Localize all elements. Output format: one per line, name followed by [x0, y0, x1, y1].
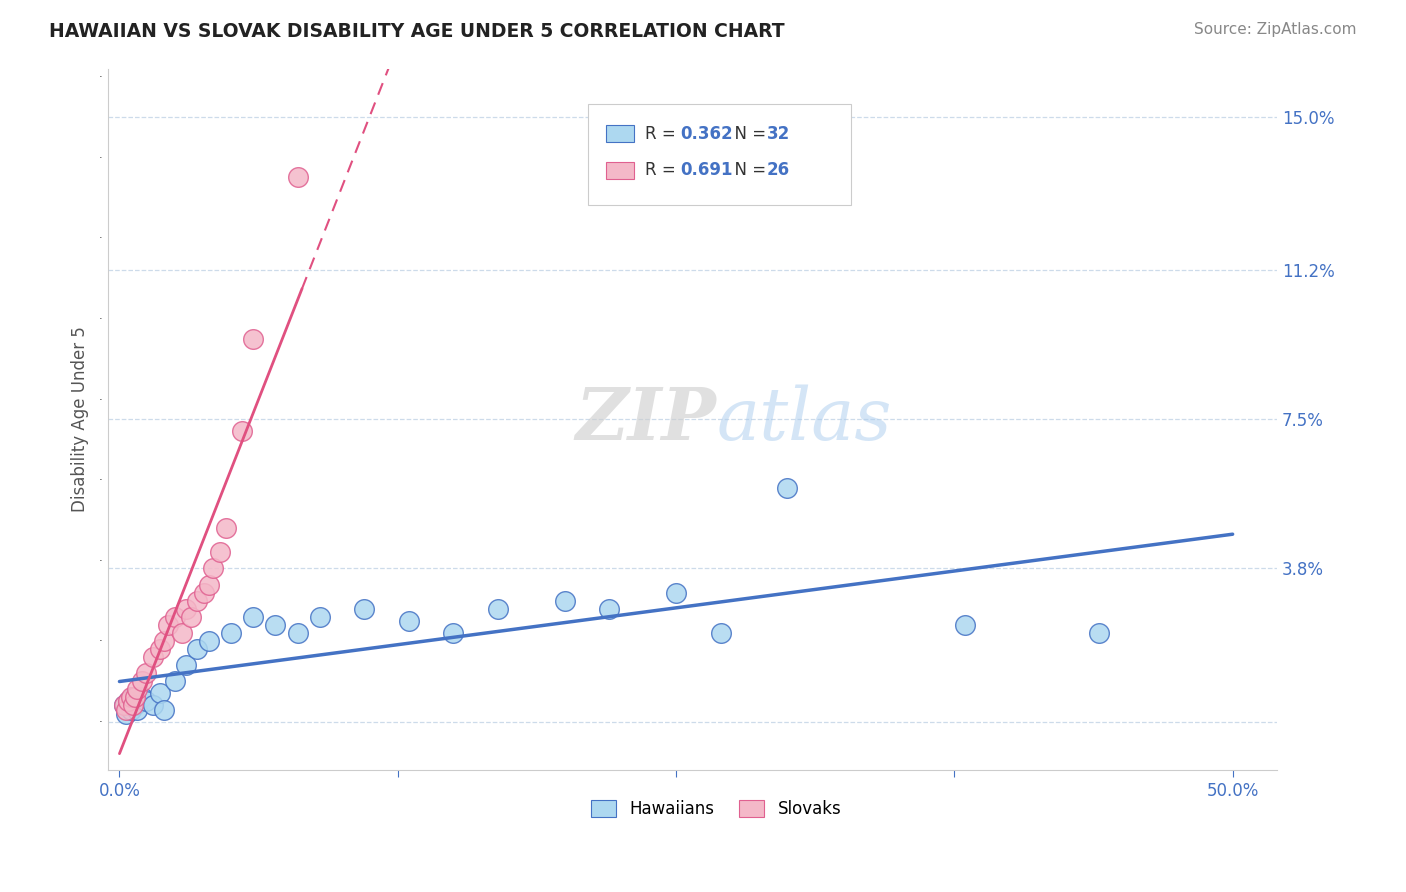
Text: N =: N = — [724, 161, 772, 179]
Text: Source: ZipAtlas.com: Source: ZipAtlas.com — [1194, 22, 1357, 37]
FancyBboxPatch shape — [588, 103, 851, 205]
Point — [1088, 626, 1111, 640]
Point — [165, 609, 187, 624]
Point — [398, 614, 420, 628]
Point — [554, 593, 576, 607]
Point — [242, 609, 264, 624]
Point — [197, 577, 219, 591]
Point — [776, 481, 799, 495]
Point — [201, 561, 224, 575]
Point — [127, 702, 149, 716]
Point — [287, 170, 309, 185]
Point — [242, 332, 264, 346]
Point — [197, 634, 219, 648]
Text: ZIP: ZIP — [575, 384, 716, 455]
Y-axis label: Disability Age Under 5: Disability Age Under 5 — [72, 326, 89, 512]
Text: 26: 26 — [766, 161, 790, 179]
Point — [665, 585, 688, 599]
Point — [231, 425, 253, 439]
Text: 0.691: 0.691 — [681, 161, 733, 179]
Point — [353, 601, 375, 615]
Point — [219, 626, 242, 640]
Point — [186, 593, 208, 607]
Point — [955, 618, 977, 632]
Text: HAWAIIAN VS SLOVAK DISABILITY AGE UNDER 5 CORRELATION CHART: HAWAIIAN VS SLOVAK DISABILITY AGE UNDER … — [49, 22, 785, 41]
Point — [193, 585, 215, 599]
Point — [148, 686, 170, 700]
Point — [120, 702, 142, 716]
Point — [709, 626, 731, 640]
Point — [117, 694, 139, 708]
Point — [112, 698, 135, 713]
Text: R =: R = — [645, 161, 681, 179]
Text: N =: N = — [724, 125, 772, 143]
Point — [117, 694, 139, 708]
Point — [287, 626, 309, 640]
Point — [115, 702, 138, 716]
Point — [174, 601, 197, 615]
Point — [115, 706, 138, 721]
Point — [174, 658, 197, 673]
Text: R =: R = — [645, 125, 681, 143]
Point — [135, 694, 157, 708]
Point — [153, 634, 176, 648]
Point — [153, 702, 176, 716]
Point — [180, 609, 202, 624]
Text: atlas: atlas — [716, 384, 891, 455]
Point — [135, 666, 157, 681]
FancyBboxPatch shape — [606, 161, 634, 178]
Point — [208, 545, 231, 559]
Point — [142, 698, 165, 713]
Point — [142, 650, 165, 665]
Point — [127, 682, 149, 697]
Point — [215, 521, 238, 535]
Point — [308, 609, 330, 624]
Point — [121, 698, 143, 713]
Text: 32: 32 — [766, 125, 790, 143]
Point — [121, 690, 143, 705]
Legend: Hawaiians, Slovaks: Hawaiians, Slovaks — [585, 793, 848, 825]
Point — [112, 698, 135, 713]
Point — [124, 698, 146, 713]
Point — [165, 674, 187, 689]
Point — [131, 674, 153, 689]
Point — [131, 690, 153, 705]
Point — [124, 690, 146, 705]
Point — [264, 618, 287, 632]
Point — [441, 626, 464, 640]
Text: 0.362: 0.362 — [681, 125, 733, 143]
Point — [486, 601, 509, 615]
Point — [148, 642, 170, 657]
Point — [120, 690, 142, 705]
FancyBboxPatch shape — [606, 126, 634, 142]
Point — [157, 618, 180, 632]
Point — [170, 626, 193, 640]
Point — [186, 642, 208, 657]
Point — [598, 601, 620, 615]
